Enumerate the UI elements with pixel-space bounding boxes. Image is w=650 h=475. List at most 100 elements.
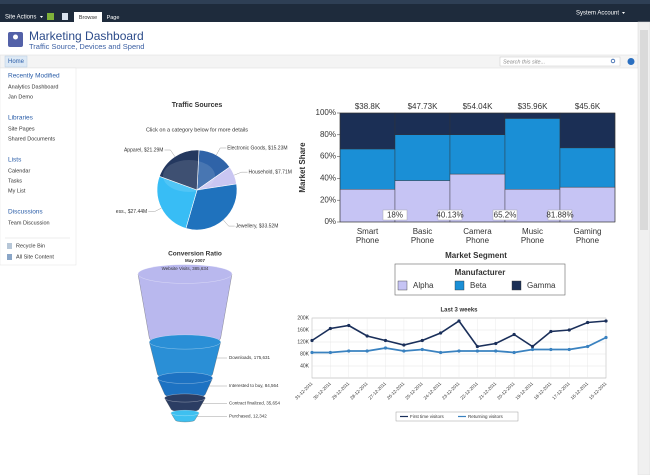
tab[interactable]: Page — [107, 15, 120, 21]
y-tick-label: 100% — [316, 108, 336, 117]
point[interactable] — [365, 349, 369, 353]
bar-segment[interactable] — [504, 112, 561, 119]
legend-label[interactable]: Gamma — [527, 281, 556, 290]
point[interactable] — [420, 347, 424, 352]
scroll-thumb[interactable] — [640, 30, 648, 230]
footer-link[interactable]: All Site Content — [16, 254, 54, 260]
slice-label: Jewellery, $33.52M — [236, 223, 279, 229]
point[interactable] — [347, 323, 351, 328]
point[interactable] — [475, 344, 479, 349]
site-title: Marketing Dashboard — [29, 29, 144, 43]
user-menu[interactable]: System Account — [576, 11, 619, 17]
funnel-stage[interactable] — [137, 273, 233, 346]
stage-label: Downloads, 175,631 — [229, 355, 271, 360]
legend-label[interactable]: First time visitors — [410, 414, 445, 419]
help-icon[interactable] — [627, 58, 635, 65]
bar-segment[interactable] — [339, 112, 396, 150]
point[interactable] — [420, 338, 424, 343]
point[interactable] — [402, 349, 406, 353]
icon[interactable] — [47, 13, 54, 20]
nav-item[interactable]: My List — [8, 188, 26, 194]
point[interactable] — [457, 349, 461, 353]
home-tab-label[interactable]: Home — [8, 59, 25, 65]
x-tick-label: 20-12-2011 — [496, 381, 516, 401]
pie-slice[interactable] — [156, 175, 198, 229]
search-placeholder[interactable]: Search this site... — [503, 59, 545, 65]
chart-subtitle: Click on a category below for more detai… — [146, 127, 248, 133]
bar-segment[interactable] — [339, 148, 396, 190]
pie-slice[interactable] — [159, 149, 200, 191]
chart-title: Last 3 weeks — [440, 308, 478, 314]
leader-line — [223, 219, 235, 227]
bar-segment[interactable] — [449, 134, 506, 175]
bar-segment[interactable] — [394, 134, 451, 181]
nav-item[interactable]: Site Pages — [8, 126, 35, 132]
bar-segment[interactable] — [559, 147, 616, 188]
nav-item[interactable]: Jan Demo — [8, 94, 33, 100]
home-tab[interactable] — [4, 55, 28, 68]
point[interactable] — [439, 331, 443, 335]
point[interactable] — [457, 319, 461, 323]
point[interactable] — [383, 346, 388, 350]
point[interactable] — [310, 350, 314, 355]
point[interactable] — [494, 349, 498, 353]
point[interactable] — [567, 347, 571, 352]
footer-link[interactable]: Recycle Bin — [16, 243, 45, 249]
nav-heading[interactable]: Discussions — [8, 209, 43, 216]
y-tick-label: 20% — [320, 195, 336, 204]
bar-segment[interactable] — [559, 112, 616, 149]
point[interactable] — [567, 328, 571, 332]
point[interactable] — [328, 350, 332, 355]
site-subtitle: Traffic Source, Devices and Spend — [29, 42, 144, 51]
legend-box — [394, 263, 566, 296]
point[interactable] — [439, 350, 443, 355]
bar-segment[interactable] — [394, 112, 451, 135]
nav-heading[interactable]: Recently Modified — [8, 73, 60, 80]
boundary-label: 81.88% — [546, 211, 573, 220]
nav-heading[interactable]: Libraries — [8, 115, 34, 122]
point[interactable] — [402, 343, 406, 347]
nav-item[interactable]: Shared Documents — [8, 136, 55, 142]
nav-item[interactable]: Team Discussion — [8, 220, 50, 226]
point[interactable] — [604, 319, 608, 323]
point[interactable] — [365, 334, 369, 338]
x-tick-label: 26-12-2011 — [386, 381, 406, 401]
stage-label: Website Visits, 385,634 — [162, 266, 209, 271]
search-icon[interactable] — [610, 58, 616, 64]
bar-segment[interactable] — [504, 118, 561, 190]
point[interactable] — [512, 332, 516, 337]
point[interactable] — [586, 344, 590, 349]
legend-label[interactable]: Beta — [470, 281, 487, 290]
legend-label[interactable]: Returning visitors — [468, 414, 504, 419]
total-label: $54.04K — [463, 102, 493, 111]
legend-label[interactable]: Alpha — [413, 281, 434, 290]
point[interactable] — [494, 341, 498, 346]
bar-segment[interactable] — [449, 112, 506, 135]
site-actions[interactable]: Site Actions — [5, 15, 36, 21]
nav-item[interactable]: Calendar — [8, 168, 30, 174]
point[interactable] — [604, 335, 608, 340]
icon[interactable] — [62, 13, 68, 20]
point[interactable] — [530, 347, 535, 352]
point[interactable] — [586, 320, 590, 325]
boundary-label-box — [437, 209, 463, 221]
point[interactable] — [328, 326, 332, 331]
point[interactable] — [512, 350, 516, 355]
nav-item[interactable]: Tasks — [8, 178, 22, 184]
search-box[interactable] — [499, 56, 621, 67]
point[interactable] — [530, 344, 535, 349]
tab[interactable]: Browse — [79, 15, 97, 21]
point[interactable] — [383, 338, 388, 343]
x-tick-label: 18-12-2011 — [533, 381, 553, 401]
tab-selected[interactable] — [74, 12, 102, 22]
funnel-rim — [164, 393, 206, 403]
point[interactable] — [549, 329, 553, 334]
point[interactable] — [347, 349, 351, 353]
nav-item[interactable]: Analytics Dashboard — [8, 84, 58, 90]
nav-heading[interactable]: Lists — [8, 157, 22, 164]
point[interactable] — [549, 347, 553, 352]
point[interactable] — [310, 338, 314, 343]
quick-launch — [0, 67, 77, 266]
point[interactable] — [475, 349, 479, 353]
